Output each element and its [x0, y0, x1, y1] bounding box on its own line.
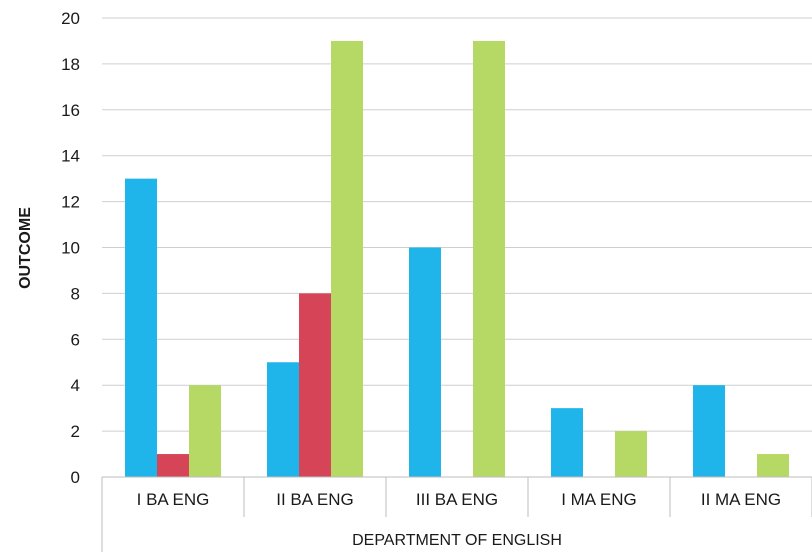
- bar: [409, 247, 441, 477]
- bar: [473, 40, 505, 477]
- y-tick-label: 16: [61, 101, 80, 120]
- x-axis: I BA ENG II BA ENG III BA ENG I MA ENG II MA…: [101, 476, 812, 552]
- x-tick-label: I MA ENG: [561, 490, 637, 509]
- bar: [157, 454, 189, 477]
- y-axis-title: OUTCOME: [17, 207, 34, 289]
- y-tick-label: 20: [61, 9, 80, 28]
- bar: [693, 385, 725, 477]
- bar: [615, 431, 647, 477]
- x-tick-label: II BA ENG: [276, 490, 353, 509]
- bar: [189, 385, 221, 477]
- y-tick-label: 0: [71, 468, 80, 487]
- x-tick-label: II MA ENG: [701, 490, 781, 509]
- bar: [299, 293, 331, 477]
- bar: [267, 362, 299, 477]
- bar: [331, 40, 363, 477]
- x-axis-title: DEPARTMENT OF ENGLISH: [352, 532, 562, 549]
- y-tick-label: 2: [71, 422, 80, 441]
- y-tick-label: 14: [61, 147, 80, 166]
- y-tick-label: 10: [61, 239, 80, 258]
- bar: [757, 454, 789, 477]
- bars: [125, 40, 789, 477]
- bar: [125, 178, 157, 477]
- bar: [551, 408, 583, 477]
- x-tick-label: I BA ENG: [137, 490, 210, 509]
- y-tick-labels: 0 2 4 6 8 10 12 14 16 18 20: [61, 9, 80, 487]
- x-tick-label: III BA ENG: [416, 490, 498, 509]
- y-tick-label: 12: [61, 193, 80, 212]
- y-tick-label: 18: [61, 55, 80, 74]
- y-tick-label: 4: [71, 376, 80, 395]
- y-tick-label: 6: [71, 330, 80, 349]
- y-tick-label: 8: [71, 284, 80, 303]
